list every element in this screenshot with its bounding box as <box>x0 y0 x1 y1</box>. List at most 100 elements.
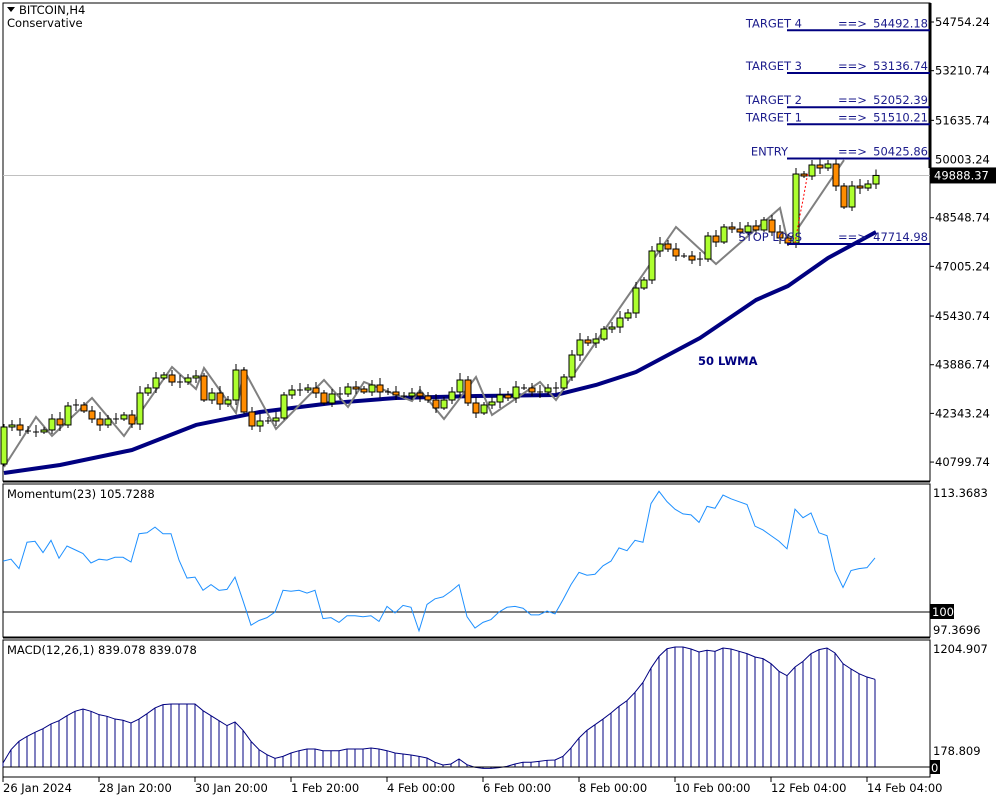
candle <box>776 225 784 244</box>
candle-body <box>864 183 872 189</box>
candle-body <box>376 384 384 393</box>
candle-body <box>744 225 752 233</box>
candle <box>48 413 56 434</box>
candle <box>56 411 64 431</box>
candle <box>456 373 464 398</box>
price-tick-label: 48548.74 <box>935 211 990 225</box>
dropdown-triangle-icon[interactable] <box>7 7 15 12</box>
momentum-panel-border <box>2 483 931 638</box>
candle <box>297 382 303 396</box>
candle-body <box>496 394 504 403</box>
chart-header: BITCOIN,H4 Conservative <box>7 4 85 30</box>
candle <box>152 371 160 393</box>
level-value: 51510.21 <box>873 110 928 124</box>
macd-max-label: 1204.907 <box>933 642 988 656</box>
candle-body <box>200 375 208 401</box>
candle <box>697 252 703 267</box>
candle <box>256 413 264 432</box>
candle-body <box>656 243 664 252</box>
candle <box>528 382 536 396</box>
time-tick-label: 1 Feb 20:00 <box>291 781 359 795</box>
momentum-title: Momentum(23) 105.7288 <box>7 487 155 501</box>
candle-body <box>464 379 472 404</box>
candle-body <box>128 414 136 425</box>
candle <box>352 381 360 394</box>
level-label: TARGET 4 <box>745 16 802 30</box>
candle-body <box>560 376 568 389</box>
candle <box>840 182 848 209</box>
candle <box>744 221 752 236</box>
candle <box>280 391 288 420</box>
candle <box>240 367 248 414</box>
candle-body <box>232 369 240 401</box>
lwma-label: 50 LWMA <box>698 354 758 368</box>
candle <box>664 239 672 253</box>
candle-body <box>528 387 536 393</box>
candle-body <box>320 392 328 404</box>
level-value: 47714.98 <box>873 230 928 244</box>
level-label: TARGET 1 <box>745 110 802 124</box>
candle <box>544 383 552 395</box>
candle <box>616 311 624 334</box>
candle <box>200 372 208 402</box>
candle-body <box>688 255 696 261</box>
time-tick-label: 8 Feb 00:00 <box>579 781 647 795</box>
current-price-label: 49888.37 <box>934 168 989 182</box>
candle <box>360 385 368 394</box>
candle-body <box>768 219 776 233</box>
time-tick-label: 14 Feb 04:00 <box>867 781 942 795</box>
candle-body <box>488 401 496 406</box>
candle-body <box>224 399 232 405</box>
candle-body <box>568 354 576 378</box>
candle-body <box>448 391 456 401</box>
current-price-box <box>930 167 996 184</box>
candle <box>265 416 271 424</box>
candle-body <box>832 163 840 187</box>
candle-body <box>216 392 224 405</box>
candle <box>224 395 232 408</box>
candle-body <box>392 391 400 396</box>
candle <box>320 389 328 405</box>
candle-body <box>432 399 440 409</box>
candle-body <box>64 405 72 426</box>
candle <box>96 411 104 431</box>
candle <box>464 376 472 406</box>
candle <box>656 236 664 257</box>
candle <box>537 384 543 398</box>
momentum-level-label: 100 <box>932 605 954 619</box>
level-label: TARGET 2 <box>745 93 802 107</box>
level-label: ENTRY <box>751 144 789 158</box>
candle-body <box>168 374 176 383</box>
level-arrow: ==> <box>838 93 867 107</box>
candle-body <box>648 250 656 281</box>
candle <box>184 373 192 385</box>
candle-body <box>584 339 592 344</box>
candle <box>712 230 720 248</box>
candle <box>416 385 424 402</box>
candle <box>408 387 416 400</box>
candle-body <box>312 387 320 394</box>
candle <box>688 251 696 265</box>
candle <box>824 160 832 171</box>
candle-body <box>608 326 616 330</box>
candle <box>64 401 72 428</box>
candle-body <box>304 387 312 391</box>
candle-body <box>816 164 824 169</box>
macd-min-label: 178.809 <box>933 744 981 758</box>
candle-body <box>272 417 280 422</box>
candle-body <box>848 185 856 208</box>
candle-body <box>640 279 648 289</box>
candle-body <box>760 219 768 231</box>
candle-body <box>288 389 296 396</box>
symbol-row[interactable]: BITCOIN,H4 <box>7 4 85 17</box>
level-label: STOP LOSS <box>738 230 802 244</box>
candle-body <box>616 317 624 328</box>
candle <box>736 222 744 239</box>
candle-body <box>56 418 64 426</box>
price-tick-label: 47005.24 <box>935 259 990 273</box>
candle <box>128 410 136 428</box>
candle-body <box>576 339 584 356</box>
candle-body <box>416 392 424 397</box>
candle-body <box>96 418 104 426</box>
